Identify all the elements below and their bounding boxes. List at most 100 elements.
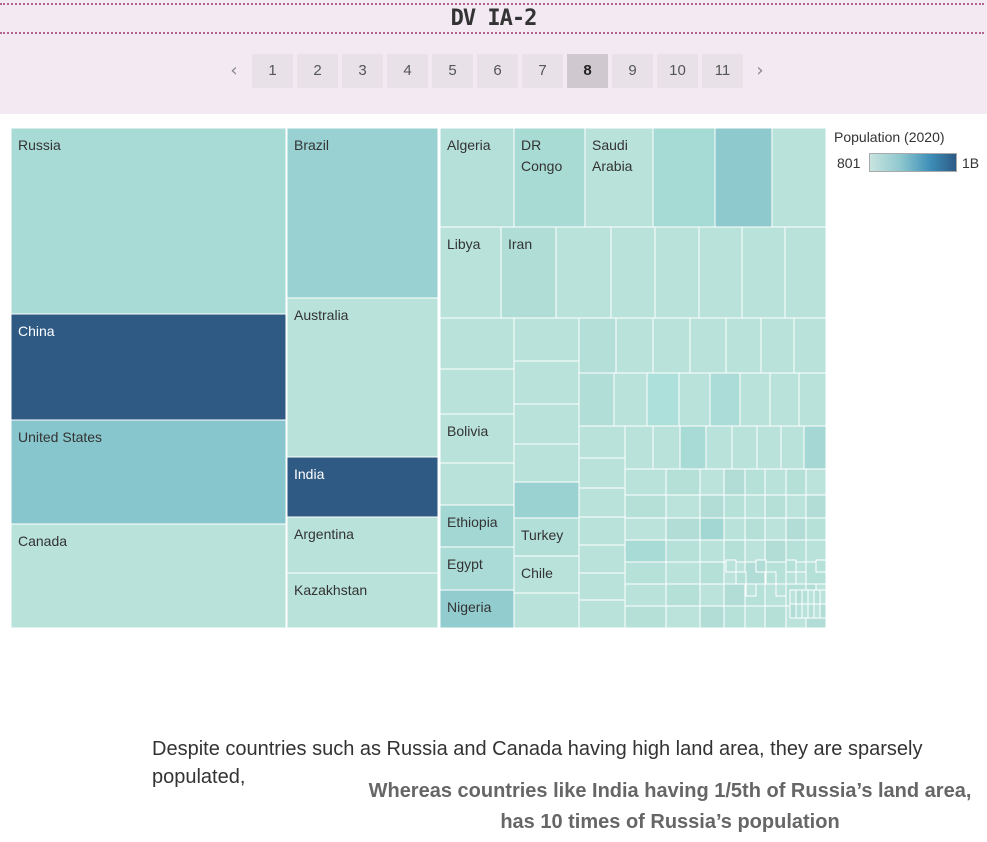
treemap-cell-bolivia[interactable] <box>439 413 515 464</box>
treemap-cell[interactable] <box>665 468 701 496</box>
treemap-cell[interactable] <box>789 589 797 605</box>
treemap-cell[interactable] <box>765 571 777 585</box>
treemap-cell[interactable] <box>578 572 626 601</box>
treemap-cell[interactable] <box>744 539 766 563</box>
treemap-cell[interactable] <box>785 517 807 541</box>
treemap-cell[interactable] <box>665 517 701 541</box>
treemap-cell[interactable] <box>723 468 746 496</box>
treemap-cell[interactable] <box>578 544 626 574</box>
treemap-cell[interactable] <box>756 425 782 470</box>
treemap-cell-united-states[interactable] <box>10 419 287 525</box>
treemap-cell[interactable] <box>652 127 716 228</box>
treemap-cell[interactable] <box>699 561 725 585</box>
treemap-cell[interactable] <box>665 494 701 519</box>
treemap-cell[interactable] <box>807 603 815 619</box>
treemap-cell[interactable] <box>665 583 701 607</box>
treemap-cell[interactable] <box>665 561 701 585</box>
treemap-cell-kazakhstan[interactable] <box>286 572 439 629</box>
treemap-cell-egypt[interactable] <box>439 546 515 591</box>
treemap-cell[interactable] <box>513 403 580 445</box>
treemap-cell[interactable] <box>513 360 580 405</box>
treemap-cell[interactable] <box>439 462 515 506</box>
treemap-cell-iran[interactable] <box>500 226 557 319</box>
treemap-cell[interactable] <box>813 589 821 605</box>
treemap-cell[interactable] <box>723 539 746 563</box>
treemap-cell[interactable] <box>624 583 667 607</box>
page-button-6[interactable]: 6 <box>477 54 518 88</box>
treemap-cell[interactable] <box>624 517 667 541</box>
treemap-cell[interactable] <box>735 571 747 585</box>
treemap-cell[interactable] <box>578 457 626 489</box>
treemap-cell-libya[interactable] <box>439 226 502 319</box>
treemap-cell-algeria[interactable] <box>439 127 515 228</box>
chevron-left-icon[interactable]: ‹ <box>230 60 238 81</box>
treemap-cell[interactable] <box>646 372 680 427</box>
treemap-cell[interactable] <box>578 372 615 427</box>
treemap-cell[interactable] <box>439 368 515 415</box>
treemap-cell[interactable] <box>513 592 580 629</box>
treemap-cell[interactable] <box>555 226 612 319</box>
treemap-cell[interactable] <box>624 468 667 496</box>
treemap-cell-chile[interactable] <box>513 555 580 594</box>
treemap-cell[interactable] <box>665 539 701 563</box>
treemap-cell[interactable] <box>624 605 667 629</box>
page-button-9[interactable]: 9 <box>612 54 653 88</box>
treemap-cell[interactable] <box>745 583 757 597</box>
treemap-cell[interactable] <box>652 425 681 470</box>
treemap-cell[interactable] <box>699 494 725 519</box>
treemap-cell[interactable] <box>744 517 766 541</box>
treemap-cell[interactable] <box>578 317 617 374</box>
page-button-8[interactable]: 8 <box>567 54 608 88</box>
page-button-11[interactable]: 11 <box>702 54 743 88</box>
treemap-cell[interactable] <box>764 517 787 541</box>
page-button-2[interactable]: 2 <box>297 54 338 88</box>
treemap-cell[interactable] <box>624 561 667 585</box>
page-button-5[interactable]: 5 <box>432 54 473 88</box>
treemap-cell[interactable] <box>744 494 766 519</box>
treemap-cell[interactable] <box>805 539 827 563</box>
treemap-cell[interactable] <box>439 317 515 370</box>
treemap-cell[interactable] <box>793 317 827 374</box>
treemap-cell[interactable] <box>610 226 656 319</box>
treemap-cell[interactable] <box>785 559 797 573</box>
treemap-cell[interactable] <box>764 539 787 563</box>
treemap-cell[interactable] <box>723 583 746 607</box>
treemap-cell[interactable] <box>689 317 727 374</box>
treemap-cell[interactable] <box>784 226 827 319</box>
treemap-cell-argentina[interactable] <box>286 516 439 574</box>
page-button-10[interactable]: 10 <box>657 54 698 88</box>
treemap-cell[interactable] <box>699 468 725 496</box>
treemap-cell[interactable] <box>665 605 701 629</box>
treemap-cell[interactable] <box>624 425 654 470</box>
treemap-cell-nigeria[interactable] <box>439 589 515 629</box>
treemap-cell[interactable] <box>699 539 725 563</box>
treemap-cell[interactable] <box>819 603 827 619</box>
treemap-cell[interactable] <box>813 603 821 619</box>
chevron-right-icon[interactable]: › <box>756 60 764 81</box>
treemap-cell[interactable] <box>513 443 580 483</box>
treemap-cell[interactable] <box>709 372 741 427</box>
treemap-cell[interactable] <box>801 603 809 619</box>
treemap-cell[interactable] <box>744 605 766 629</box>
treemap-cell[interactable] <box>780 425 805 470</box>
page-button-7[interactable]: 7 <box>522 54 563 88</box>
treemap-cell[interactable] <box>815 559 827 573</box>
treemap-cell[interactable] <box>578 516 626 546</box>
treemap-cell[interactable] <box>679 425 707 470</box>
treemap-cell[interactable] <box>741 226 786 319</box>
treemap-cell[interactable] <box>785 539 807 563</box>
treemap-cell[interactable] <box>714 127 773 228</box>
treemap-cell[interactable] <box>807 589 815 605</box>
treemap-cell[interactable] <box>785 468 807 496</box>
page-button-3[interactable]: 3 <box>342 54 383 88</box>
treemap-cell[interactable] <box>615 317 654 374</box>
treemap-cell[interactable] <box>705 425 733 470</box>
treemap-cell-russia[interactable] <box>10 127 287 315</box>
page-button-4[interactable]: 4 <box>387 54 428 88</box>
treemap-cell[interactable] <box>775 583 787 597</box>
treemap-cell[interactable] <box>795 571 807 585</box>
treemap-cell[interactable] <box>785 494 807 519</box>
treemap-cell[interactable] <box>795 603 803 619</box>
treemap-cell[interactable] <box>760 317 795 374</box>
treemap-cell[interactable] <box>578 487 626 518</box>
